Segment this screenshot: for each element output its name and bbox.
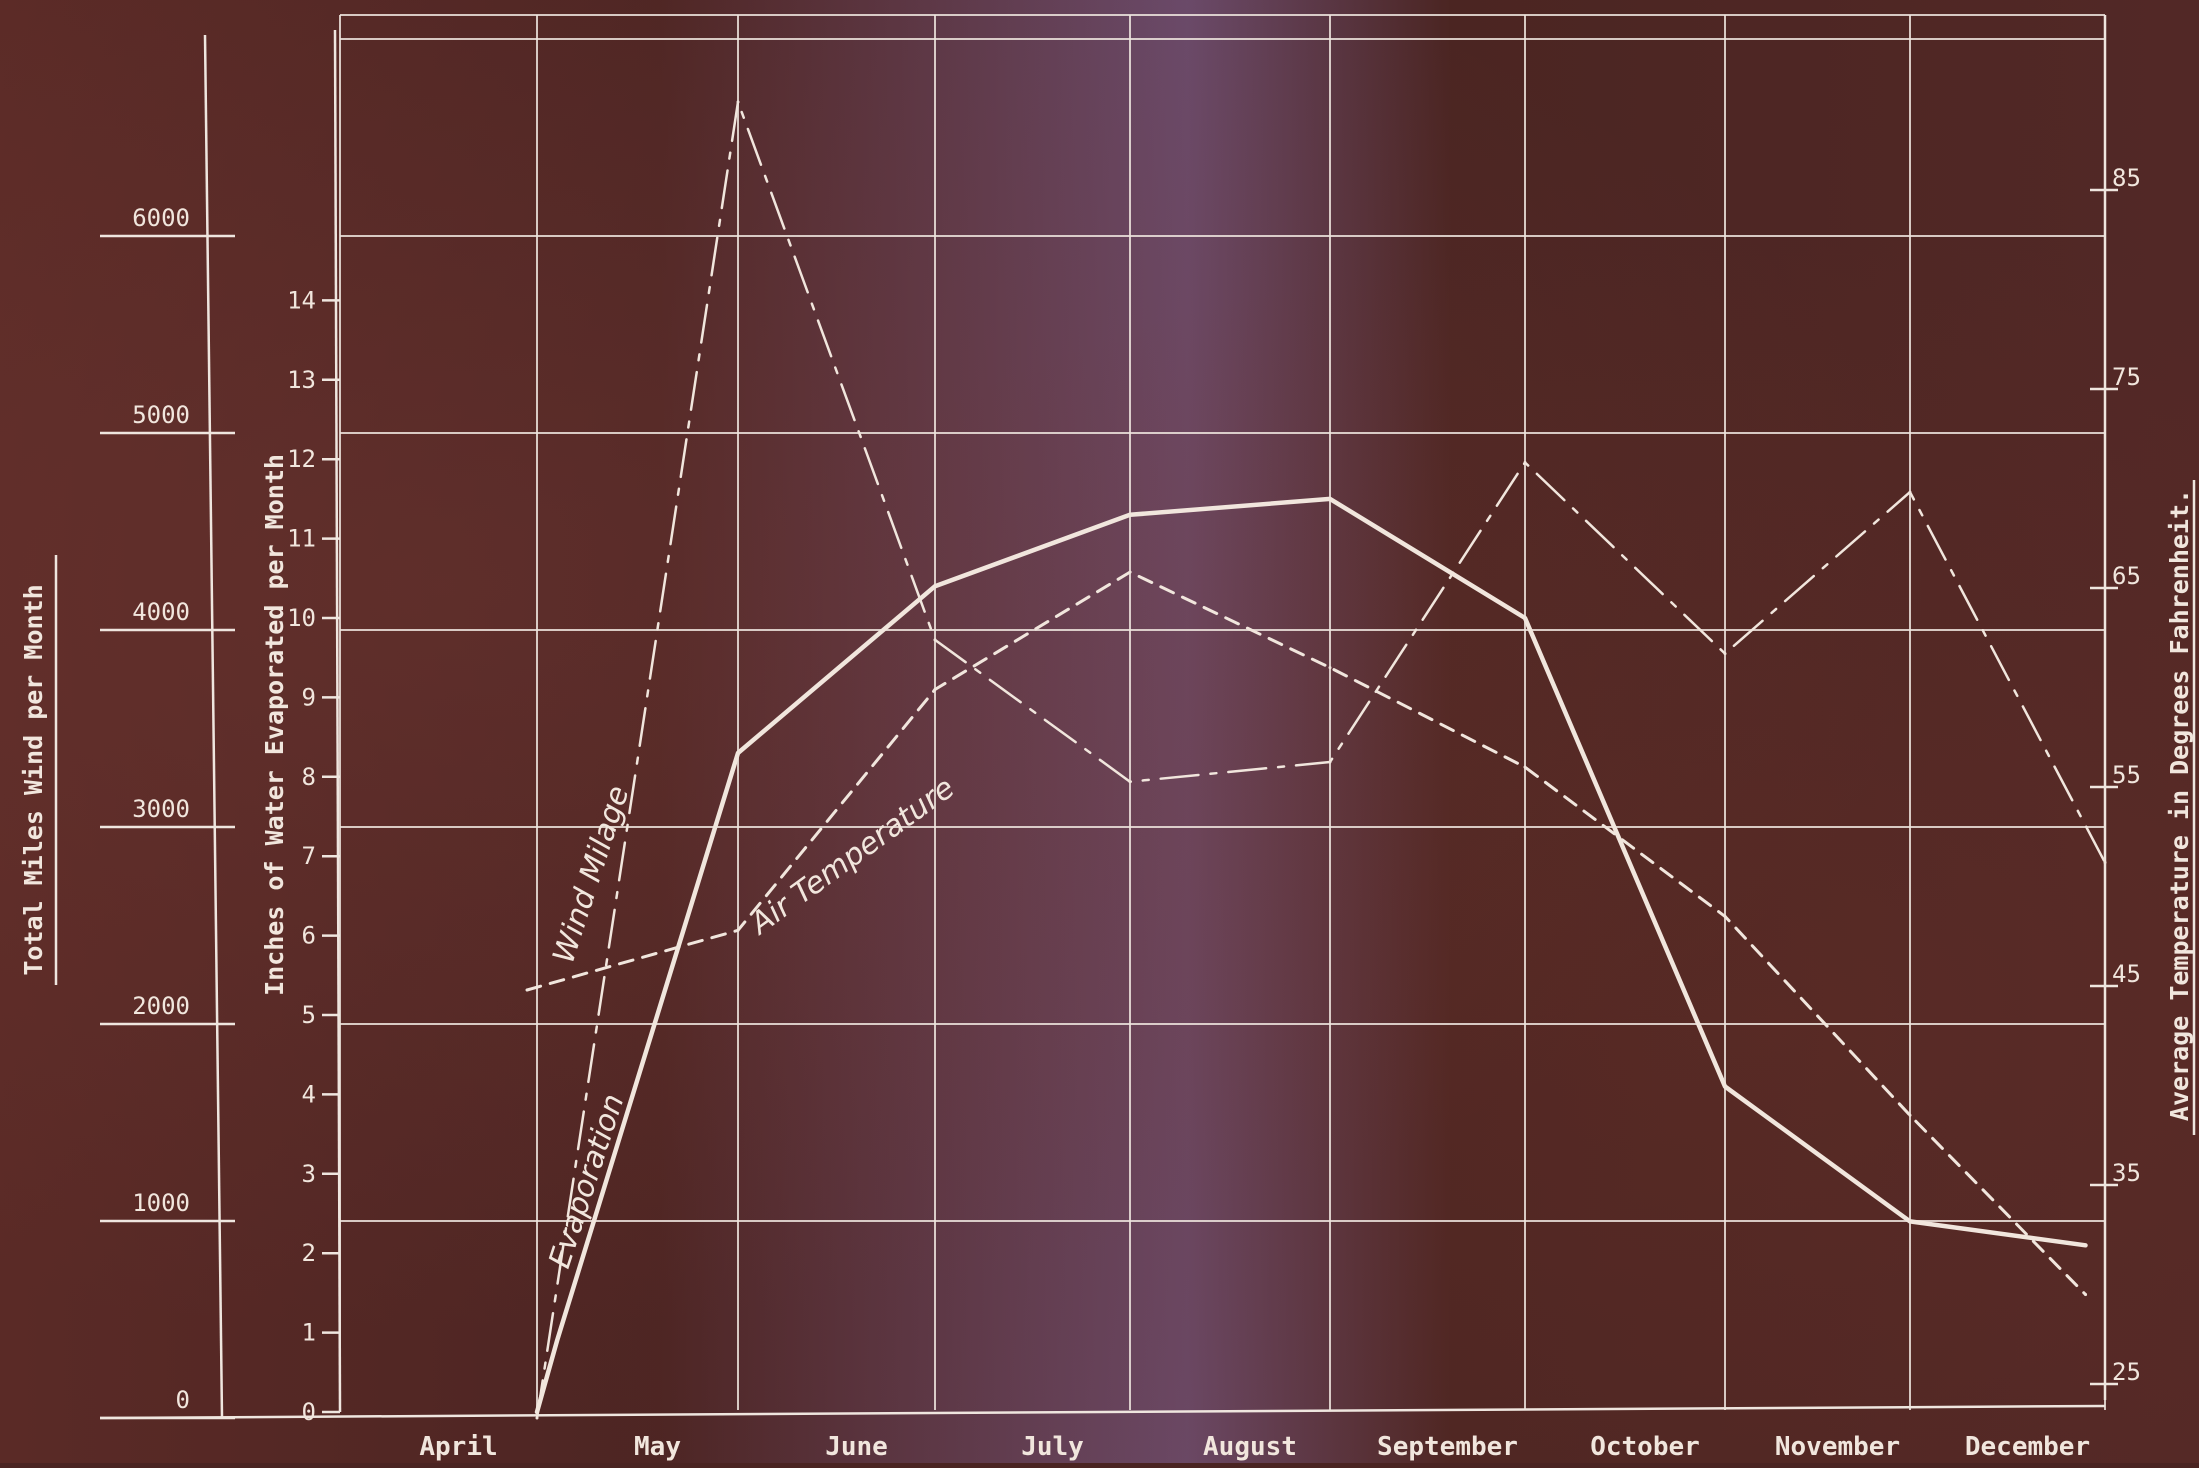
series-point-air-temperature-6 [1723,914,1727,918]
series-point-air-temperature-1 [736,928,740,932]
left-outer-tick-label-1: 1000 [132,1189,190,1217]
series-point-evaporation-3 [933,584,937,588]
axis-layer: 0100020003000400050006000012345678910111… [100,15,2141,1426]
left-inner-axis-title: Inches of Water Evaporated per Month [260,454,289,996]
series-point-evaporation-2 [736,751,740,755]
series-point-wind-milage-1 [736,100,740,104]
left-inner-tick-label-6: 6 [302,922,316,950]
left-outer-tick-label-3: 3000 [132,795,190,823]
right-tick-label-1: 35 [2112,1159,2141,1187]
series-line-evaporation [534,496,2088,1415]
series-point-evaporation-0 [535,1410,539,1414]
month-label-september: September [1377,1432,1518,1462]
right-tick-label-4: 65 [2112,562,2141,590]
series-point-air-temperature-0 [525,988,529,992]
right-tick-label-5: 75 [2112,363,2141,391]
left-inner-tick-label-7: 7 [302,842,316,870]
left-inner-tick-label-12: 12 [287,445,316,473]
month-label-july: July [1021,1432,1084,1462]
grid-layer [99,14,2106,1420]
month-label-november: November [1775,1432,1900,1462]
left-outer-axis-title: Total Miles Wind per Month [19,584,48,975]
left-inner-tick-label-11: 11 [287,525,316,553]
grid-frame-bottom [99,1404,2106,1420]
series-point-evaporation-7 [1723,1085,1727,1088]
left-inner-tick-label-4: 4 [302,1080,316,1108]
series-point-wind-milage-0 [535,1416,539,1420]
month-label-october: October [1590,1432,1700,1462]
left-outer-tick-label-5: 5000 [132,401,190,429]
left-inner-tick-label-13: 13 [287,366,316,394]
series-point-air-temperature-5 [1523,765,1527,769]
left-outer-axis-line [203,34,224,1419]
series-point-air-temperature-4 [1328,666,1332,670]
month-label-august: August [1203,1432,1297,1462]
annotation-air-temperature: Air Temperature [743,770,962,942]
left-inner-tick-label-14: 14 [287,286,316,314]
series-point-evaporation-1 [555,1339,559,1342]
series-point-wind-milage-6 [1723,652,1727,656]
series-point-evaporation-4 [1128,513,1132,517]
left-outer-tick-label-0: 0 [176,1386,190,1414]
annotation-layer: Wind Milage Evaporation Air Temperature [542,770,961,1272]
series-point-evaporation-9 [2084,1243,2087,1247]
left-inner-tick-label-2: 2 [302,1239,316,1267]
left-outer-tick-label-2: 2000 [132,992,190,1020]
series-layer [525,100,2107,1420]
month-label-april: April [419,1432,497,1462]
series-point-wind-milage-2 [933,638,937,642]
right-axis-title: Average Temperature in Degrees Fahrenhei… [2165,489,2194,1121]
month-label-may: May [634,1432,681,1462]
left-outer-tick-label-6: 6000 [132,204,190,232]
annotation-wind-milage: Wind Milage [546,782,636,968]
left-inner-tick-label-5: 5 [302,1001,316,1029]
series-point-wind-milage-5 [1523,461,1527,464]
series-point-air-temperature-8 [2084,1293,2087,1296]
left-inner-tick-label-9: 9 [302,683,316,711]
month-label-june: June [825,1432,888,1462]
left-inner-tick-label-1: 1 [302,1319,316,1347]
left-outer-tick-label-4: 4000 [132,598,190,626]
right-tick-label-3: 55 [2112,761,2141,789]
month-label-december: December [1965,1432,2090,1462]
right-tick-label-0: 25 [2112,1358,2141,1386]
left-inner-tick-label-0: 0 [302,1398,316,1426]
series-point-air-temperature-3 [1128,570,1132,574]
series-point-wind-milage-8 [2103,861,2107,864]
right-tick-label-6: 85 [2112,164,2141,192]
series-point-evaporation-8 [1908,1219,1912,1223]
label-layer: Total Miles Wind per Month Inches of Wat… [19,454,2196,1462]
series-point-evaporation-6 [1523,616,1527,620]
left-inner-axis-line [333,29,342,1413]
series-point-wind-milage-3 [1128,780,1132,784]
series-point-air-temperature-7 [1908,1113,1912,1117]
series-point-wind-milage-4 [1328,760,1332,764]
right-tick-label-2: 45 [2112,960,2141,988]
left-inner-tick-label-10: 10 [287,604,316,632]
left-inner-tick-label-8: 8 [302,763,316,791]
series-line-air-temperature [525,570,2087,1296]
series-point-evaporation-5 [1328,497,1332,501]
series-point-wind-milage-7 [1908,490,1912,494]
left-inner-tick-label-3: 3 [302,1160,316,1188]
series-point-air-temperature-2 [933,688,937,691]
